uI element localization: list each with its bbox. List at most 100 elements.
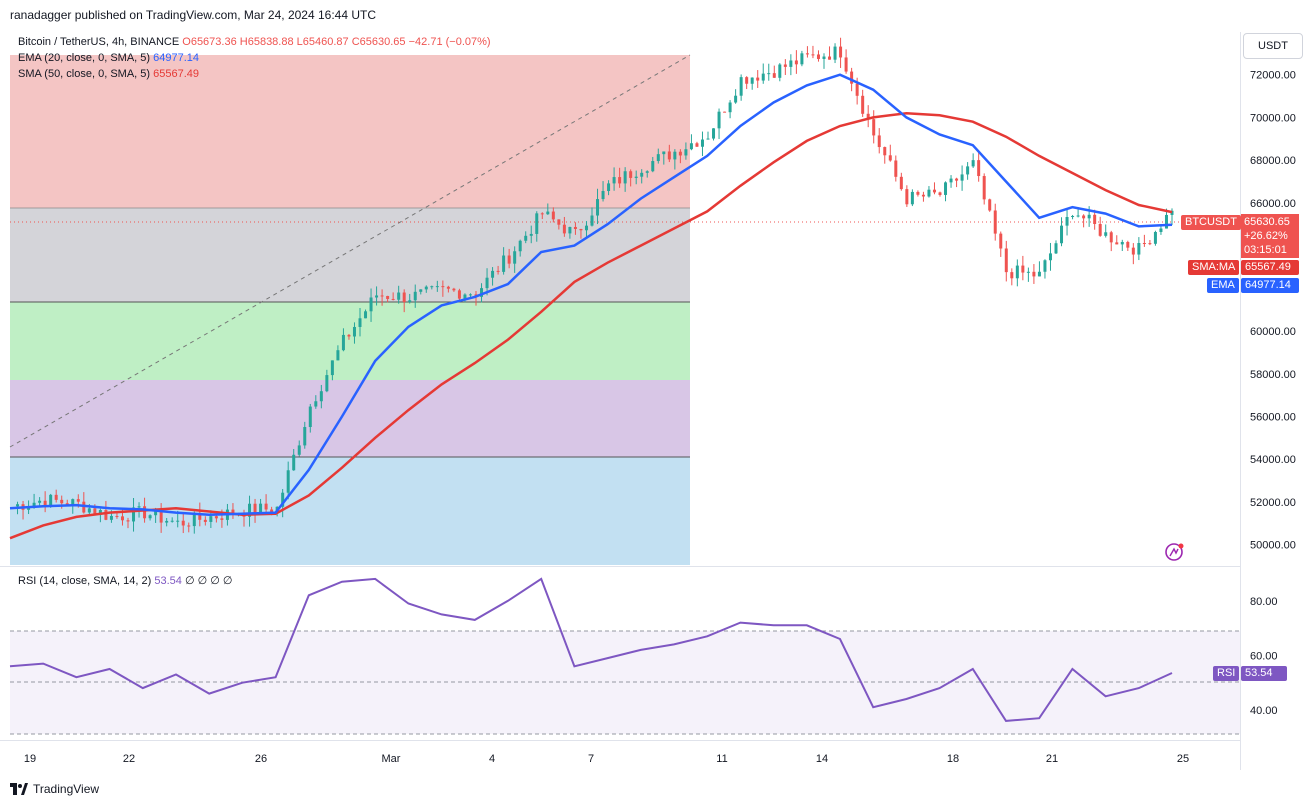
candle-body: [1021, 265, 1025, 273]
footer-brand[interactable]: TradingView: [10, 782, 99, 796]
rsi-legend-label: RSI (14, close, SMA, 14, 2): [18, 575, 152, 587]
x-tick-label: 4: [489, 753, 495, 765]
fib-zone-green: [10, 302, 690, 380]
candle-body: [1109, 232, 1113, 243]
candle-body: [1148, 243, 1152, 245]
candle-body: [468, 294, 472, 296]
candle-body: [728, 102, 732, 113]
y-tick-label: 52000.00: [1250, 497, 1296, 509]
ohlc-open: O65673.36: [182, 36, 237, 48]
candle-body: [712, 128, 716, 139]
symbol-legend[interactable]: Bitcoin / TetherUS, 4h, BINANCE O65673.3…: [18, 36, 491, 48]
candle-body: [551, 211, 555, 220]
sma-legend-label: SMA (50, close, 0, SMA, 5): [18, 68, 151, 80]
candle-body: [684, 149, 688, 156]
candle-body: [502, 255, 506, 272]
candle-body: [209, 516, 213, 522]
candle-body: [424, 286, 428, 290]
candle-body: [540, 213, 544, 215]
candle-body: [1043, 260, 1047, 272]
candle-body: [126, 520, 130, 522]
candle-body: [308, 406, 312, 428]
candle-body: [286, 470, 290, 493]
candle-body: [966, 166, 970, 175]
price-axis-separator: [1240, 32, 1241, 770]
candle-body: [811, 54, 815, 56]
candle-body: [1054, 243, 1058, 254]
candle-body: [662, 151, 666, 155]
ema-tag-label: EMA: [1207, 278, 1239, 293]
candle-body: [772, 73, 776, 78]
candle-body: [899, 176, 903, 190]
y-tick-label: 60000.00: [1250, 326, 1296, 338]
sma-legend[interactable]: SMA (50, close, 0, SMA, 5) 65567.49: [18, 68, 199, 80]
candle-body: [1037, 271, 1041, 277]
candle-body: [745, 77, 749, 84]
currency-selector[interactable]: USDT: [1243, 33, 1303, 59]
candle-body: [706, 138, 710, 140]
sma-line: [9, 111, 1173, 540]
ema-legend[interactable]: EMA (20, close, 0, SMA, 5) 64977.14: [18, 52, 199, 64]
y-tick-label: 66000.00: [1250, 198, 1296, 210]
candle-body: [369, 297, 373, 312]
rsi-y-tick-label: 80.00: [1250, 596, 1278, 608]
rsi-pane-separator[interactable]: [0, 566, 1240, 567]
ema-tag-value: 64977.14: [1241, 278, 1299, 293]
candle-body: [800, 53, 804, 65]
candle-body: [203, 519, 207, 522]
candle-body: [198, 512, 202, 520]
candle-body: [1060, 225, 1064, 244]
candle-body: [1120, 241, 1124, 245]
ema-legend-value: 64977.14: [153, 52, 200, 64]
candles-layer: [16, 37, 1174, 534]
rsi-legend[interactable]: RSI (14, close, SMA, 14, 2) 53.54 ∅ ∅ ∅ …: [18, 574, 232, 587]
candle-body: [187, 525, 191, 527]
candle-body: [132, 507, 136, 522]
candle-body: [1098, 224, 1102, 236]
candle-body: [154, 509, 158, 516]
last-price-pct: +26.62%: [1244, 230, 1288, 242]
candle-body: [861, 95, 865, 114]
candle-body: [579, 228, 583, 231]
candle-body: [159, 509, 163, 523]
candle-body: [319, 391, 323, 402]
publisher-line: ranadagger published on TradingView.com,…: [10, 8, 377, 22]
candle-body: [1153, 231, 1157, 244]
candle-body: [927, 189, 931, 197]
candle-body: [297, 445, 301, 455]
candle-body: [960, 174, 964, 181]
candle-body: [634, 176, 638, 178]
candle-body: [734, 95, 738, 103]
candle-body: [1071, 215, 1075, 218]
candle-body: [364, 311, 368, 319]
candle-body: [518, 240, 522, 252]
candle-body: [905, 189, 909, 205]
rsi-tag-value: 53.54: [1241, 666, 1287, 681]
alert-icon[interactable]: [1165, 543, 1184, 561]
sma-legend-value: 65567.49: [153, 68, 200, 80]
candle-body: [281, 492, 285, 507]
candle-body: [386, 295, 390, 299]
candle-body: [430, 286, 434, 288]
candle-body: [839, 46, 843, 58]
candle-body: [557, 219, 561, 225]
x-tick-label: 25: [1177, 753, 1189, 765]
candle-body: [165, 520, 169, 523]
candle-body: [303, 427, 307, 446]
candle-body: [1164, 214, 1168, 229]
candle-body: [148, 515, 152, 519]
candle-body: [1087, 214, 1091, 219]
footer-brand-label: TradingView: [33, 782, 100, 796]
candle-body: [640, 172, 644, 177]
candle-body: [253, 503, 257, 514]
ohlc-change: −42.71 (−0.07%): [408, 36, 491, 48]
candle-body: [1065, 217, 1069, 226]
candle-body: [1093, 214, 1097, 225]
candle-body: [955, 178, 959, 181]
candle-body: [673, 151, 677, 160]
candle-body: [270, 509, 274, 513]
candle-body: [612, 177, 616, 184]
fib-zone-gray: [10, 208, 690, 302]
candle-body: [104, 510, 108, 520]
